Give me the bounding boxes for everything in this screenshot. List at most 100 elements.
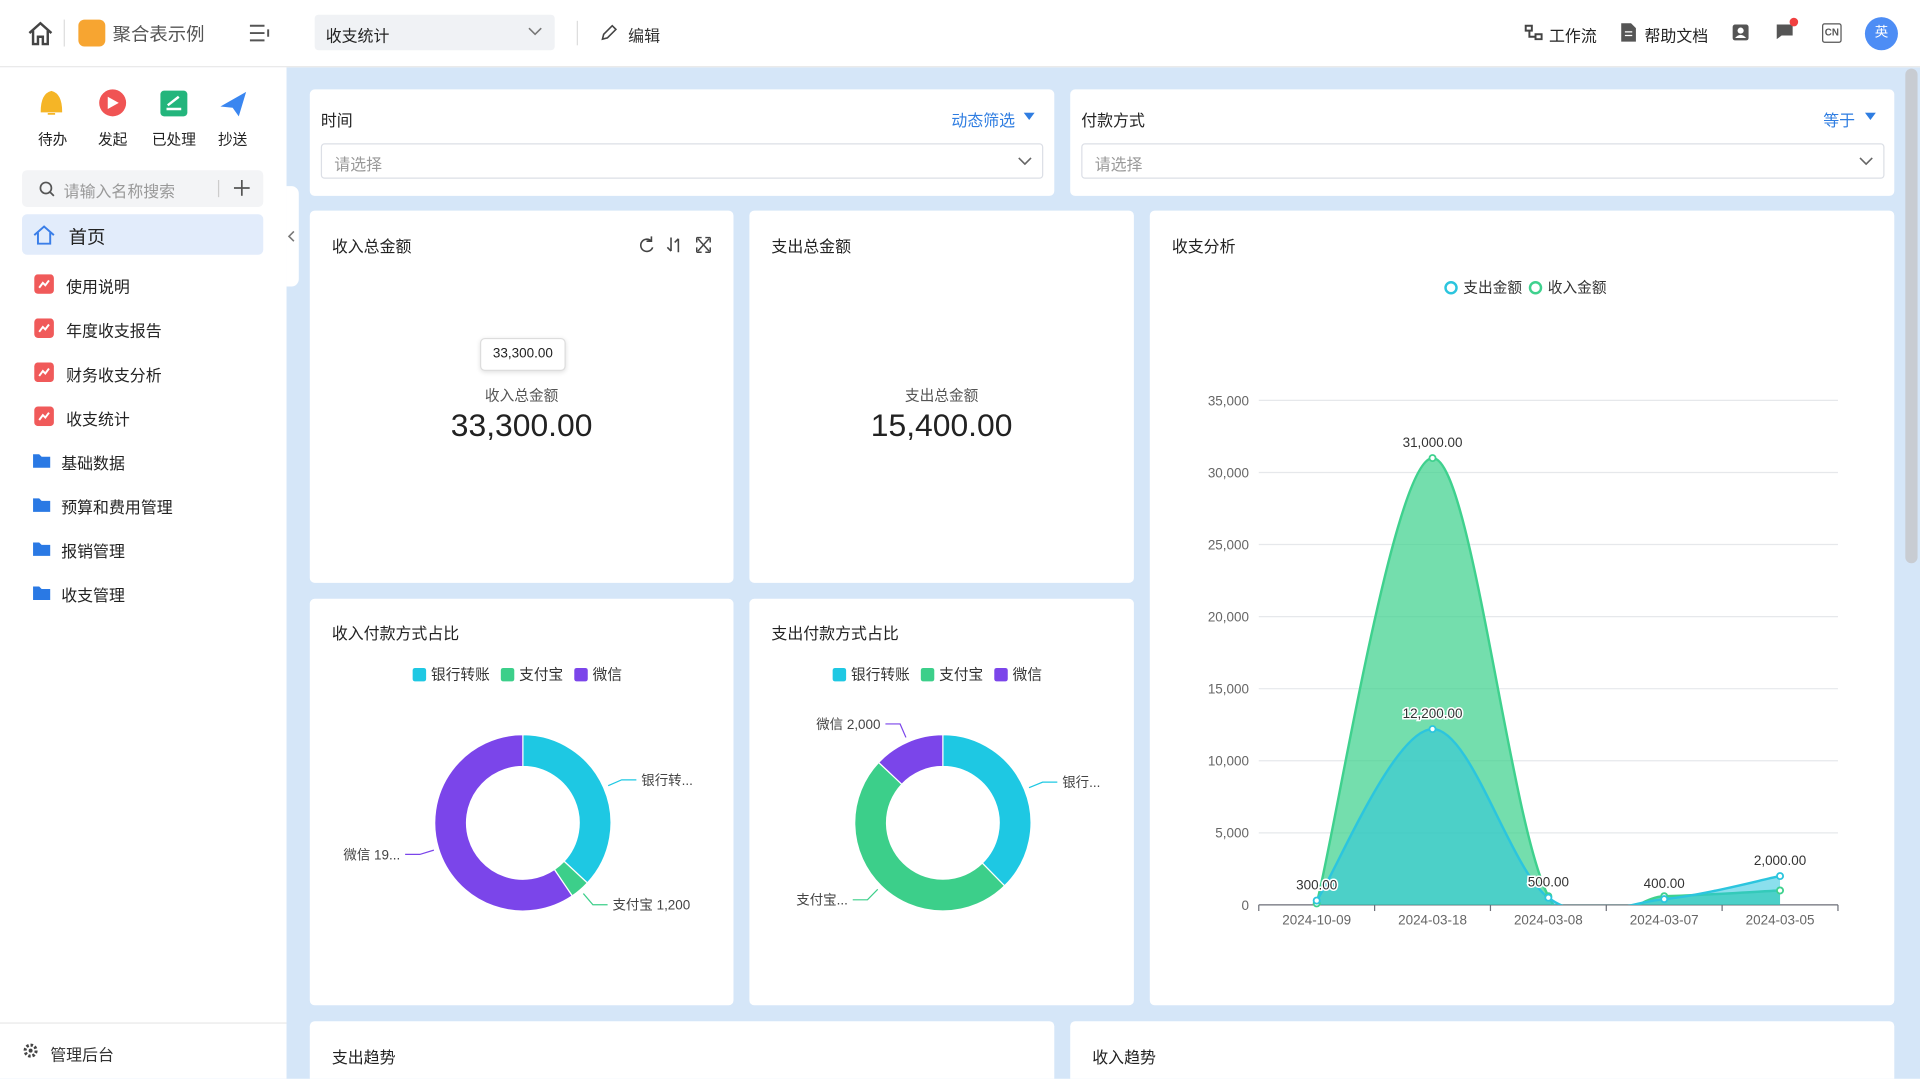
separator — [217, 180, 220, 198]
caret — [1864, 112, 1876, 121]
y-tick-label: 5,000 — [1215, 826, 1249, 841]
y-tick-label: 35,000 — [1208, 393, 1249, 408]
quick-label[interactable]: 抄送 — [217, 131, 248, 149]
quick-label[interactable]: 已处理 — [151, 131, 196, 149]
menu-label[interactable]: 使用说明 — [66, 277, 130, 297]
menu-label[interactable]: 预算和费用管理 — [61, 498, 173, 517]
filter-mode[interactable]: 动态筛选 — [951, 111, 1016, 130]
page-icon — [34, 274, 54, 294]
contact-icon[interactable] — [1731, 23, 1749, 41]
legend-label: 支出金额 — [1463, 280, 1522, 297]
page-icon — [34, 318, 54, 338]
placeholder: 请选择 — [334, 155, 383, 174]
point — [1428, 725, 1437, 734]
folder-icon — [33, 498, 51, 512]
gear-icon — [23, 1043, 38, 1058]
home-icon[interactable] — [27, 20, 54, 47]
menu-item-active[interactable]: 首页 — [22, 214, 264, 255]
chevron — [528, 27, 542, 36]
menu-label[interactable]: 收支管理 — [61, 586, 125, 605]
separator — [0, 1022, 287, 1024]
pie-slice — [434, 734, 574, 912]
x-tick-label: 2024-03-05 — [1746, 912, 1815, 927]
legend-swatch — [412, 667, 427, 682]
page-icon — [34, 406, 54, 427]
slice-label: 支付宝 1,200 — [612, 898, 690, 913]
folder-icon — [33, 542, 51, 556]
legend-label: 支付宝 — [519, 667, 563, 684]
value-label: 300.00 — [1296, 878, 1337, 893]
slice-label: 微信 2,000 — [816, 717, 880, 732]
slice-label: 银行... — [1062, 775, 1100, 790]
edit-button[interactable]: 编辑 — [628, 26, 661, 46]
legend-marker — [1528, 281, 1543, 295]
label-leader — [607, 779, 637, 787]
value-label: 400.00 — [1644, 876, 1685, 891]
sidebar: 待办 发起 已处理 抄送 请输入名称搜索 首页 使用说明年度收支报告 财务收支分析… — [0, 67, 287, 1079]
admin-link[interactable]: 管理后台 — [50, 1045, 114, 1065]
tooltip: 33,300.00 — [480, 337, 566, 372]
avatar[interactable]: 英 — [1864, 17, 1898, 51]
filter-card: 时间 动态筛选 请选择 — [309, 89, 1055, 196]
doc-icon — [1621, 23, 1636, 42]
logo — [78, 19, 106, 47]
help-link[interactable]: 帮助文档 — [1644, 26, 1709, 46]
add-icon[interactable] — [233, 180, 250, 196]
pie-slice — [854, 761, 1006, 912]
chart-card: 收入趋势 — [1070, 1021, 1895, 1079]
plot — [1315, 456, 1781, 905]
label-leader — [405, 849, 435, 856]
kpi-value: 33,300.00 — [450, 406, 593, 444]
card-tools[interactable] — [637, 235, 713, 255]
search-icon — [39, 181, 55, 197]
quick-label[interactable]: 待办 — [37, 131, 68, 149]
x-tick-label: 2024-03-07 — [1630, 912, 1699, 927]
search-placeholder: 请输入名称搜索 — [63, 182, 176, 201]
placeholder: 请选择 — [1094, 155, 1143, 174]
value-label: 500.00 — [1528, 875, 1569, 890]
collapse-handle[interactable] — [286, 186, 299, 287]
legend-swatch — [994, 667, 1008, 682]
point — [1544, 893, 1553, 902]
y-tick-label: 0 — [1241, 898, 1248, 913]
separator — [576, 20, 578, 46]
value-label: 31,000.00 — [1403, 435, 1463, 450]
filter-mode[interactable]: 等于 — [1823, 111, 1856, 130]
message-icon[interactable] — [1774, 17, 1799, 41]
pie-slice — [877, 734, 944, 786]
pie-slice — [942, 734, 1032, 887]
y-tick-label: 20,000 — [1208, 610, 1249, 625]
y-tick-label: 10,000 — [1208, 754, 1249, 769]
caret — [1023, 112, 1035, 121]
scrollbar[interactable] — [1905, 68, 1918, 564]
search-box[interactable]: 请输入名称搜索 — [22, 170, 264, 207]
menu-label[interactable]: 基础数据 — [61, 454, 125, 473]
legend-swatch — [832, 667, 847, 682]
point — [1776, 872, 1785, 881]
legend-swatch — [500, 667, 515, 682]
quick-icons — [40, 89, 247, 117]
workflow-link[interactable]: 工作流 — [1548, 26, 1597, 46]
kpi-value: 15,400.00 — [870, 406, 1013, 444]
filter-label: 付款方式 — [1081, 111, 1145, 130]
quick-label[interactable]: 发起 — [97, 131, 128, 149]
label-leader — [582, 893, 608, 906]
slice-label: 微信 19... — [343, 847, 400, 862]
menu-label[interactable]: 收支统计 — [66, 410, 130, 429]
filter-select[interactable]: 请选择 — [320, 143, 1044, 179]
legend-label: 微信 — [593, 667, 622, 684]
lang-switch[interactable]: CN — [1822, 23, 1842, 43]
menu-label[interactable]: 财务收支分析 — [66, 366, 162, 385]
page-icon — [34, 362, 54, 383]
slice-label: 银行转... — [641, 773, 693, 788]
menu-label[interactable]: 报销管理 — [61, 542, 125, 561]
tab-select[interactable]: 收支统计 — [314, 14, 555, 51]
menu-label: 首页 — [68, 227, 106, 249]
menu-label[interactable]: 年度收支报告 — [66, 322, 162, 341]
filter-select[interactable]: 请选择 — [1081, 143, 1885, 179]
menu-icon[interactable] — [249, 24, 272, 42]
home-icon — [33, 225, 55, 245]
edit-icon[interactable] — [600, 24, 618, 41]
x-tick-label: 2024-03-08 — [1514, 912, 1583, 927]
